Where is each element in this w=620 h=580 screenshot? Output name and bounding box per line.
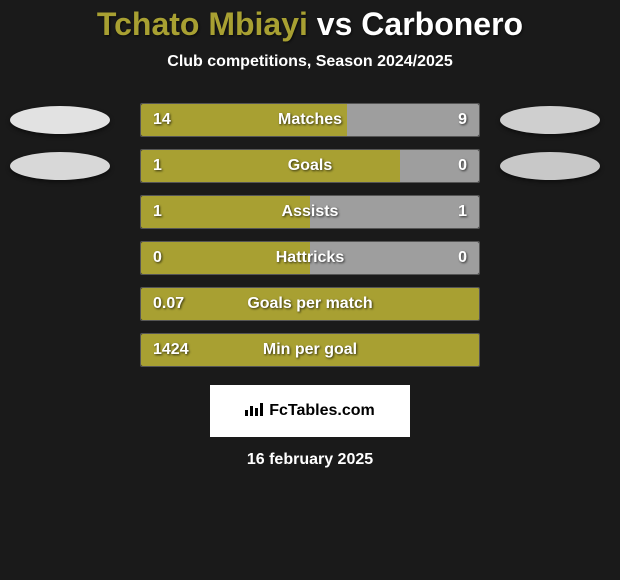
attribution-badge: FcTables.com	[210, 385, 410, 437]
stat-value-right: 1	[458, 203, 467, 221]
player1-name: Tchato Mbiayi	[97, 6, 308, 42]
stat-value-right: 0	[458, 157, 467, 175]
stat-row: 0Hattricks0	[0, 235, 620, 281]
player2-photo	[500, 152, 600, 180]
stat-bar: 0Hattricks0	[140, 241, 480, 275]
player1-photo	[10, 152, 110, 180]
stat-bar: 1Goals0	[140, 149, 480, 183]
stat-row: 1424Min per goal	[0, 327, 620, 373]
stat-value-right: 0	[458, 249, 467, 267]
player1-photo	[10, 106, 110, 134]
stat-label: Assists	[141, 203, 479, 221]
stat-row: 0.07Goals per match	[0, 281, 620, 327]
stat-bar: 1424Min per goal	[140, 333, 480, 367]
stat-bar: 1Assists1	[140, 195, 480, 229]
stat-bar: 0.07Goals per match	[140, 287, 480, 321]
subtitle: Club competitions, Season 2024/2025	[0, 53, 620, 71]
comparison-title: Tchato Mbiayi vs Carbonero	[0, 0, 620, 43]
stat-value-right: 9	[458, 111, 467, 129]
chart-icon	[245, 402, 263, 421]
stat-label: Goals per match	[141, 295, 479, 313]
stat-row: 1Assists1	[0, 189, 620, 235]
player2-name: Carbonero	[361, 6, 523, 42]
stat-row: 14Matches9	[0, 97, 620, 143]
attribution-text: FcTables.com	[269, 402, 375, 420]
date-text: 16 february 2025	[0, 451, 620, 469]
stat-label: Min per goal	[141, 341, 479, 359]
stat-label: Goals	[141, 157, 479, 175]
stat-label: Hattricks	[141, 249, 479, 267]
stat-bar: 14Matches9	[140, 103, 480, 137]
player2-photo	[500, 106, 600, 134]
stat-row: 1Goals0	[0, 143, 620, 189]
stat-label: Matches	[141, 111, 479, 129]
stats-area: 14Matches91Goals01Assists10Hattricks00.0…	[0, 97, 620, 373]
vs-text: vs	[317, 6, 353, 42]
